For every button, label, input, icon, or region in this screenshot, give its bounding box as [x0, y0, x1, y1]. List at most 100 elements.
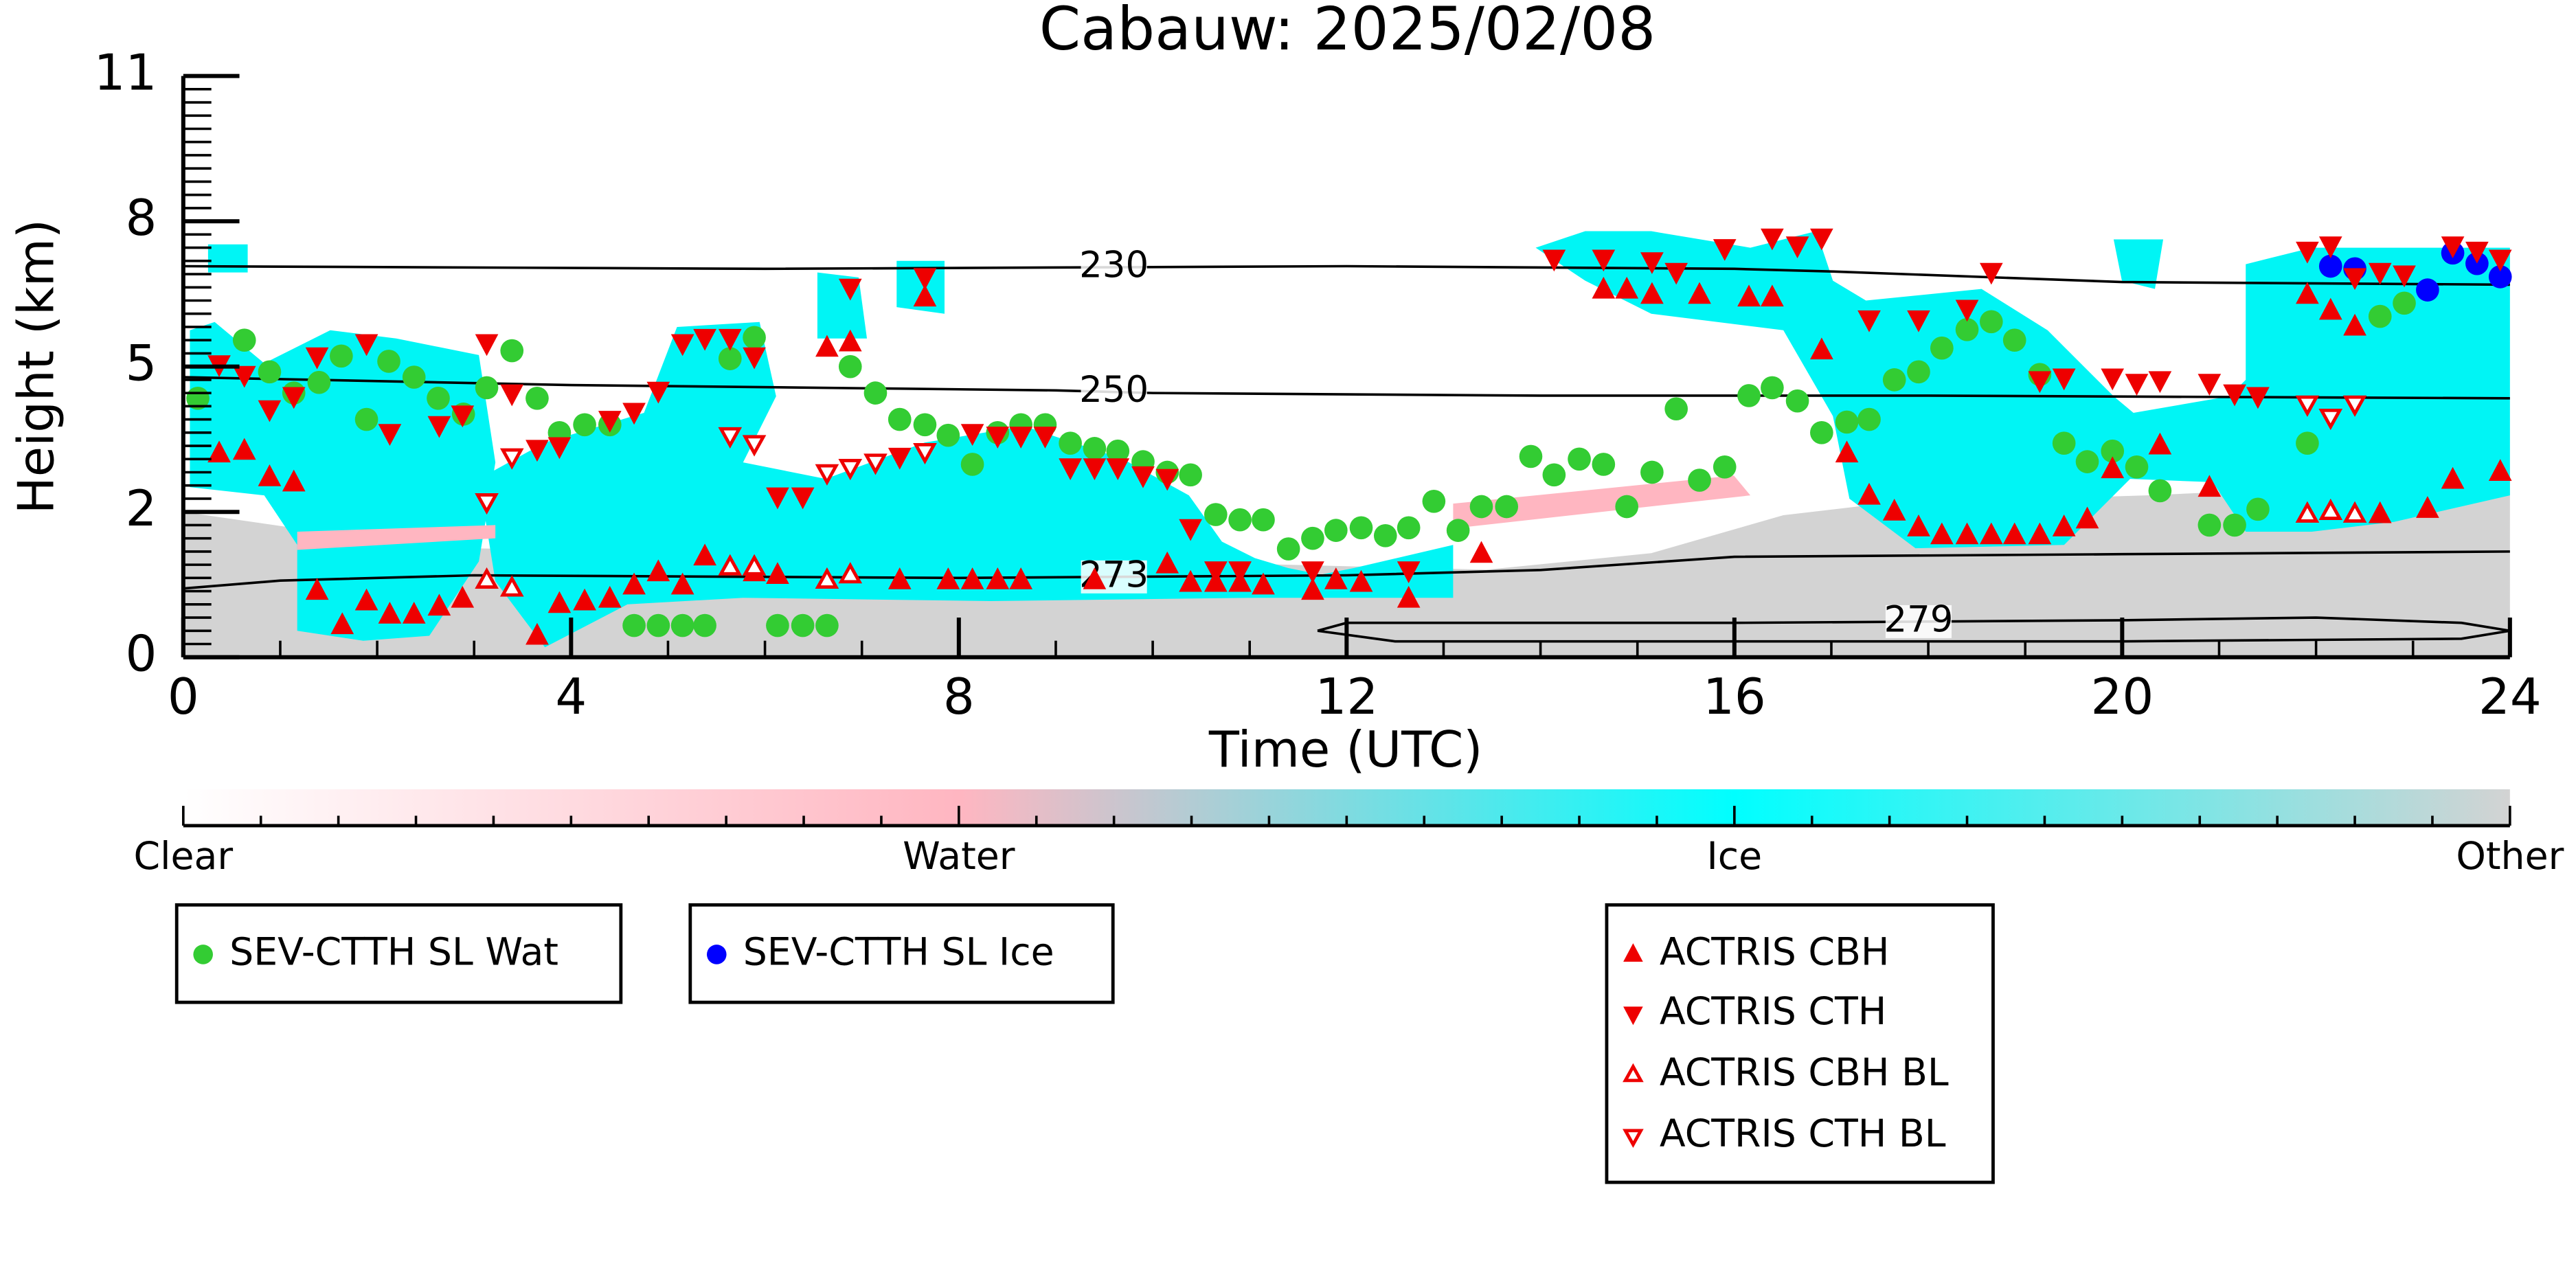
- data-point: [838, 562, 863, 584]
- data-point: [475, 334, 499, 357]
- legend-marker: [1623, 943, 1643, 962]
- data-point: [646, 613, 670, 637]
- data-point: [1349, 569, 1373, 592]
- data-point: [2296, 241, 2319, 264]
- data-point: [2343, 313, 2366, 336]
- data-point: [2002, 328, 2026, 352]
- data-point: [330, 344, 353, 368]
- data-point: [693, 613, 716, 637]
- legend-marker: [1623, 1129, 1644, 1149]
- data-point: [378, 601, 402, 624]
- data-point: [960, 567, 984, 589]
- data-point: [378, 424, 402, 447]
- isotherm-label-bg: [1885, 605, 1952, 638]
- isotherm: [183, 550, 2510, 590]
- data-point: [742, 435, 767, 457]
- data-point: [742, 554, 767, 576]
- data-point: [913, 442, 937, 465]
- data-point: [646, 559, 670, 582]
- data-point: [354, 588, 379, 611]
- data-point: [354, 334, 379, 357]
- data-point: [986, 427, 1010, 449]
- data-point: [1615, 495, 1639, 519]
- data-point: [1785, 389, 1809, 413]
- data-point: [2342, 501, 2367, 523]
- data-point: [2368, 501, 2392, 523]
- data-point: [2393, 291, 2416, 315]
- y-tick-label: 0: [125, 626, 157, 683]
- data-point: [960, 424, 984, 447]
- isotherm-label-bg: [1081, 251, 1147, 284]
- data-point: [622, 613, 646, 637]
- x-tick-label: 0: [168, 668, 199, 726]
- data-point: [2368, 262, 2392, 285]
- data-point: [1083, 458, 1107, 481]
- data-point: [693, 543, 716, 566]
- data-point: [402, 601, 426, 624]
- data-point: [670, 334, 694, 357]
- data-point: [718, 554, 743, 576]
- data-point: [2052, 431, 2076, 455]
- data-point: [2197, 513, 2222, 537]
- data-point: [791, 613, 815, 637]
- isotherm: [1317, 616, 2511, 643]
- data-point: [377, 350, 400, 373]
- data-point: [888, 407, 912, 431]
- data-point: [743, 347, 766, 370]
- data-point: [2318, 254, 2342, 278]
- data-point: [427, 416, 451, 438]
- data-point: [1009, 427, 1032, 449]
- data-point: [913, 268, 937, 291]
- data-point: [2318, 498, 2343, 520]
- data-point: [499, 448, 524, 470]
- data-point: [1397, 561, 1421, 584]
- data-point: [2368, 304, 2392, 328]
- data-point: [2075, 450, 2099, 473]
- data-point: [1519, 444, 1543, 468]
- x-tick-label: 8: [943, 668, 975, 726]
- data-point: [2223, 513, 2246, 537]
- data-point: [718, 427, 743, 449]
- data-point: [1592, 276, 1616, 299]
- data-point: [2197, 475, 2222, 497]
- data-point: [2295, 501, 2320, 523]
- legend-label: SEV-CTTH SL Wat: [229, 931, 558, 975]
- data-point: [1301, 526, 1324, 550]
- legend-label: SEV-CTTH SL Ice: [743, 931, 1054, 975]
- data-point: [1688, 468, 1711, 492]
- data-point: [986, 567, 1010, 589]
- x-tick-label: 4: [555, 668, 587, 726]
- data-point: [838, 354, 862, 379]
- data-point: [622, 403, 646, 425]
- data-point: [1422, 489, 1446, 513]
- data-point: [815, 464, 839, 486]
- data-point: [2416, 278, 2439, 302]
- data-point: [960, 453, 984, 476]
- colorbar-label: Ice: [1706, 835, 1762, 879]
- data-point: [815, 335, 839, 357]
- data-point: [2318, 236, 2342, 258]
- data-point: [1033, 427, 1057, 449]
- data-point: [1252, 572, 1275, 595]
- plot-layer: 230 250 273 279: [183, 228, 2512, 645]
- data-point: [863, 453, 888, 475]
- data-point: [258, 400, 282, 422]
- data-point: [838, 329, 862, 352]
- data-point: [1664, 262, 1688, 285]
- data-point: [1469, 541, 1493, 563]
- colorbar-label: Water: [903, 835, 1015, 879]
- data-point: [1882, 368, 1906, 392]
- data-point: [573, 413, 596, 437]
- data-point: [1979, 262, 2003, 285]
- legend-label: ACTRIS CTH: [1660, 990, 1886, 1034]
- data-point: [1882, 498, 1906, 521]
- y-tick-label: 11: [94, 45, 157, 102]
- data-point: [670, 572, 694, 595]
- data-point: [2318, 408, 2343, 431]
- data-point: [1059, 458, 1082, 481]
- data-point: [2101, 456, 2125, 479]
- data-point: [2488, 265, 2512, 289]
- data-point: [838, 278, 862, 301]
- data-point: [2028, 371, 2052, 394]
